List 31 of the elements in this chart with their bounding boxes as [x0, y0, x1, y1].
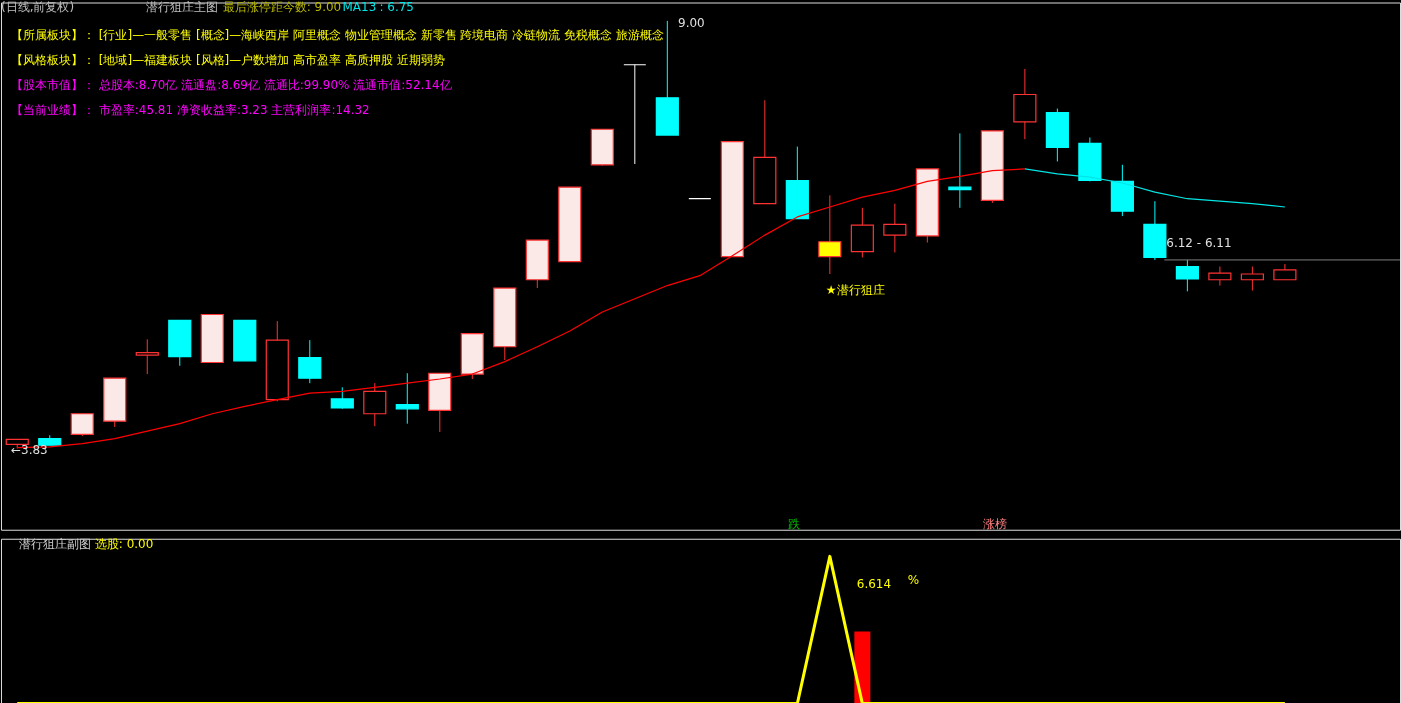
candlestick [1240, 266, 1264, 292]
annotation: 【风格板块】： [地域]—福建板块 [风格]—户数增加 高市盈率 高质押股 近期弱势 [10, 53, 445, 68]
annotation: ★潜行狙庄 [825, 283, 885, 298]
chart-subtitle: 潜行狙庄主图 [145, 0, 218, 15]
candlestick [135, 338, 159, 375]
text: 最后涨停距今数: 9.00 [222, 0, 342, 15]
candlestick [363, 382, 387, 427]
text: 选股: 0.00 [94, 536, 154, 551]
annotation: 【股本市值】： 总股本:8.70亿 流通盘:8.69亿 流通比:99.90% 流通市值:52.14亿 [10, 78, 452, 93]
annotation: 9.00 [678, 16, 705, 31]
candlestick [623, 64, 647, 165]
annotation: 6.12 - 6.11 [1166, 236, 1232, 251]
annotation: 【当前业绩】： 市盈率:45.81 净资收益率:3.23 主营利润率:14.32 [10, 103, 370, 118]
text: : 6.75 [379, 0, 414, 15]
candlestick [1208, 266, 1232, 287]
text: MA13 [342, 0, 377, 15]
chart-title: (日线,前复权) [1, 0, 75, 15]
text: 跌 [787, 516, 800, 531]
candlestick [70, 413, 94, 437]
candlestick [1175, 259, 1199, 292]
annotation: 【所属板块】： [行业]—一般零售 [概念]—海峡西岸 阿里概念 物业管理概念 新零售 跨境电商 冷链物流 免税概念 旅游概念 [10, 28, 664, 43]
annotation: 6.614 [856, 576, 892, 591]
candlestick [298, 339, 322, 384]
text: 涨榜 [982, 516, 1007, 531]
candlestick [330, 386, 354, 410]
candlestick [948, 132, 972, 209]
annotation: % [907, 572, 920, 587]
candlestick [818, 194, 842, 275]
candlestick [395, 372, 419, 425]
chart-title: 潜行狙庄副图 [18, 536, 91, 551]
candlestick [883, 203, 907, 253]
